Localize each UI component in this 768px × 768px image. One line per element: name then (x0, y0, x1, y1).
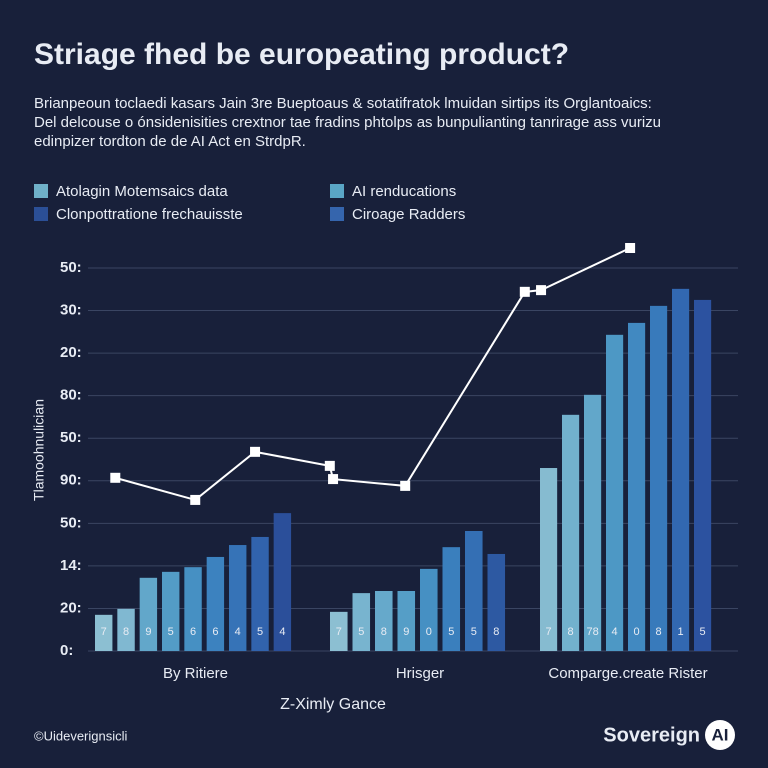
subtitle: edinpizer tordton de de AI Act en StrdpR… (34, 133, 306, 150)
y-tick-label: 20: (60, 344, 82, 361)
y-tick-label: 0: (60, 642, 73, 659)
legend-label: Clonpottratione frechauisste (56, 206, 243, 223)
bar (162, 571, 180, 651)
bar (420, 568, 438, 651)
line-marker (519, 286, 530, 297)
brand-badge: AI (712, 725, 729, 744)
bar-text: 9 (145, 626, 151, 638)
bar-text: 8 (493, 626, 499, 638)
y-tick-label: 50: (60, 429, 82, 446)
bar (650, 305, 668, 651)
bar-text: 4 (235, 626, 241, 638)
legend-label: Ciroage Radders (352, 206, 465, 223)
bar (562, 414, 580, 651)
bar-text: 5 (471, 626, 477, 638)
legend-swatch (34, 207, 48, 221)
x-tick-label: Hrisger (396, 665, 444, 682)
bar (229, 545, 247, 651)
bar-text: 8 (568, 626, 574, 638)
legend-swatch (330, 184, 344, 198)
brand: Sovereign (603, 724, 700, 746)
bar-text: 4 (612, 626, 618, 638)
bar-text: 7 (101, 626, 107, 638)
bar-text: 78 (586, 626, 598, 638)
x-tick-label: Comparge.create Rister (548, 665, 707, 682)
legend-swatch (34, 184, 48, 198)
bar-text: 5 (448, 626, 454, 638)
y-tick-label: 50: (60, 514, 82, 531)
line-marker (324, 460, 335, 471)
y-tick-label: 90: (60, 472, 82, 489)
bar (694, 299, 712, 651)
bar (117, 608, 135, 651)
bar-text: 0 (426, 626, 432, 638)
chart-title: Striage fhed be europeating product? (34, 38, 569, 71)
bar (375, 590, 393, 651)
bar (330, 611, 348, 651)
footer: ©Uideverignsicli (34, 728, 127, 743)
bar (139, 577, 158, 651)
bar-text: 6 (212, 626, 218, 638)
bar-text: 4 (279, 626, 285, 638)
x-axis-label: Z-Ximly Gance (280, 696, 386, 713)
bar (251, 536, 269, 651)
bar-text: 1 (678, 626, 684, 638)
bar-text: 5 (168, 626, 174, 638)
line-marker (328, 474, 339, 485)
y-tick-label: 50: (60, 259, 82, 276)
bar-text: 7 (336, 626, 342, 638)
bar (465, 530, 483, 651)
bar-text: 9 (403, 626, 409, 638)
brand-badge-bg (705, 720, 735, 750)
bar (206, 556, 225, 651)
bar (628, 322, 646, 651)
bar-text: 7 (546, 626, 552, 638)
bar (672, 288, 690, 651)
bar (584, 394, 602, 651)
bar (540, 468, 558, 651)
bar-text: 8 (381, 626, 387, 638)
legend-label: Atolagin Motemsaics data (56, 183, 228, 200)
line-marker (110, 472, 121, 483)
line-marker (400, 480, 411, 491)
bar-text: 5 (358, 626, 364, 638)
y-tick-label: 20: (60, 599, 82, 616)
y-axis-label: Tlamoohnulician (31, 399, 47, 501)
line-marker (536, 285, 547, 296)
bar (487, 553, 506, 651)
bar-text: 6 (190, 626, 196, 638)
bar (606, 334, 624, 651)
bar (273, 513, 292, 651)
legend-swatch (330, 207, 344, 221)
bar (95, 614, 113, 651)
bar-text: 0 (634, 626, 640, 638)
legend-label: AI renducations (352, 183, 456, 200)
line-marker (250, 446, 261, 457)
bar (352, 593, 371, 651)
bar (397, 590, 416, 651)
bar-text: 5 (700, 626, 706, 638)
y-tick-label: 30: (60, 302, 82, 319)
bar (184, 567, 202, 651)
bar-text: 5 (257, 626, 263, 638)
subtitle: Brianpeoun toclaedi kasars Jain 3re Buep… (34, 95, 652, 112)
line-marker (190, 494, 201, 505)
bar-text: 8 (656, 626, 662, 638)
y-tick-label: 14: (60, 557, 82, 574)
y-tick-label: 80: (60, 387, 82, 404)
x-tick-label: By Ritiere (163, 665, 228, 682)
bar (442, 547, 461, 651)
subtitle: Del delcouse o ónsidenisities crextnor t… (34, 114, 661, 131)
line-marker (625, 242, 636, 253)
bar-text: 8 (123, 626, 129, 638)
